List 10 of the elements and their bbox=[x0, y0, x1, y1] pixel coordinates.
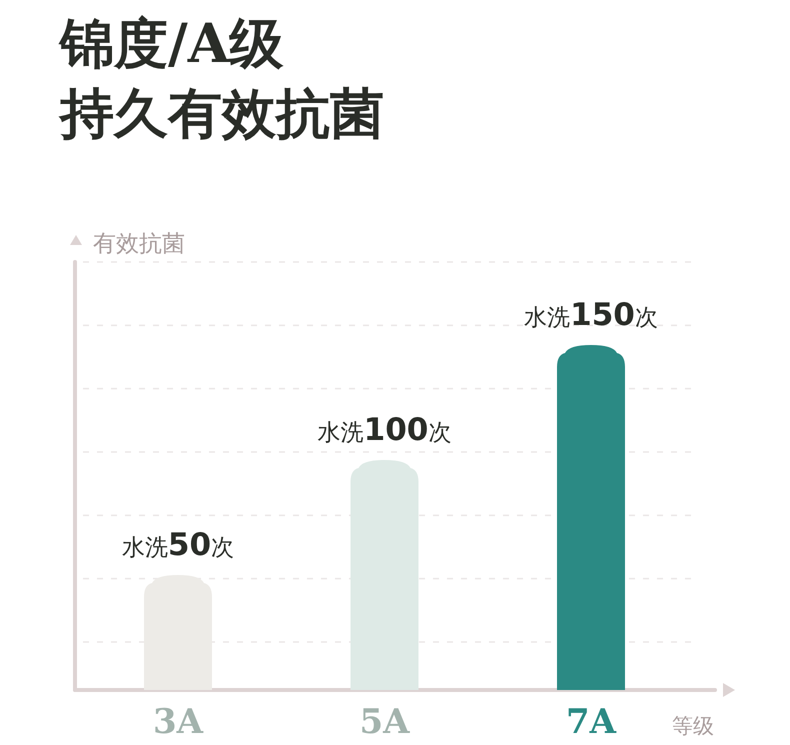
data-label: 水洗150次 bbox=[524, 297, 658, 333]
y-axis-title: 有效抗菌 bbox=[93, 231, 185, 257]
x-tick-label: 7A bbox=[566, 702, 617, 742]
chart-subtitle: 持久有效抗菌 bbox=[58, 81, 384, 145]
x-tick-label: 5A bbox=[359, 702, 410, 742]
data-label: 水洗100次 bbox=[318, 412, 452, 448]
data-label: 水洗50次 bbox=[122, 527, 234, 563]
x-axis-title: 等级 bbox=[672, 714, 714, 738]
chart-title: 锦度/A级 bbox=[58, 11, 285, 75]
x-tick-label: 3A bbox=[152, 702, 204, 742]
